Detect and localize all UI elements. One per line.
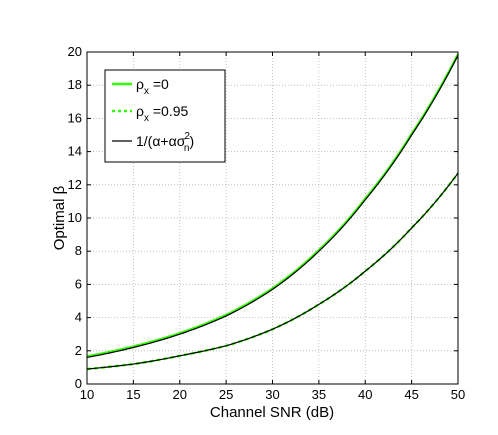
x-tick-label: 25: [219, 387, 233, 402]
y-tick-label: 10: [68, 210, 82, 225]
y-tick-label: 16: [68, 110, 82, 125]
legend-box: [104, 69, 226, 163]
x-tick-label: 15: [126, 387, 140, 402]
tick-labels: 10 15 20 25 30 35 40 45 50 0 2 4 6 8 10 12 14 16 18 20: [68, 44, 466, 402]
y-tick-label: 14: [68, 144, 82, 159]
series-approx-upper-line: [86, 55, 459, 359]
series-group: [86, 53, 460, 371]
x-tick-label: 45: [404, 387, 418, 402]
x-tick-label: 30: [265, 387, 279, 402]
y-tick-label: 18: [68, 77, 82, 92]
x-tick-label: 40: [358, 387, 372, 402]
legend-label-rho095: ρx =0.95: [136, 103, 188, 124]
y-tick-label: 2: [75, 343, 82, 358]
x-tick-label: 20: [173, 387, 187, 402]
x-tick-label: 35: [312, 387, 326, 402]
ticks: [86, 51, 459, 385]
y-tick-label: 8: [75, 243, 82, 258]
y-tick-label: 12: [68, 177, 82, 192]
legend: ρx =0 ρx =0.95 1/(α+ασ2 n): [104, 69, 226, 163]
y-tick-label: 4: [75, 310, 82, 325]
legend-label-approx: 1/(α+ασ2 n): [136, 131, 194, 154]
series-approx-lower-line: [86, 172, 459, 370]
legend-label-rho0: ρx =0: [136, 76, 169, 97]
x-tick-label: 50: [451, 387, 465, 402]
y-axis-label: Optimal β: [51, 185, 68, 250]
x-axis-label: Channel SNR (dB): [210, 404, 334, 421]
y-tick-label: 6: [75, 276, 82, 291]
x-tick-label: 10: [80, 387, 94, 402]
y-tick-label: 20: [68, 44, 82, 59]
y-tick-label: 0: [75, 376, 82, 391]
